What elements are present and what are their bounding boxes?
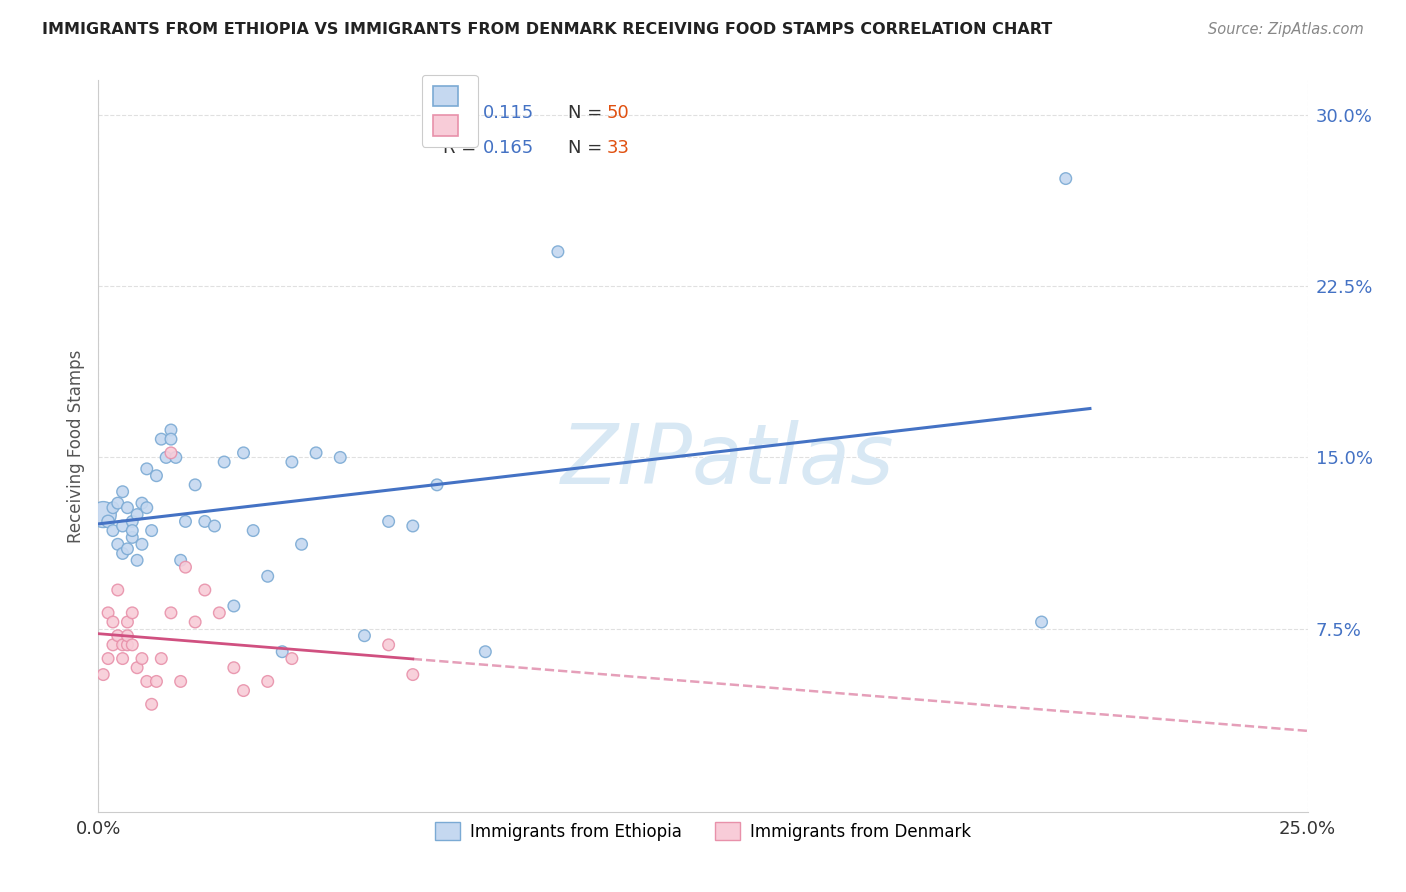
Point: [377, 515, 399, 529]
Point: [101, 638, 124, 652]
Point: [256, 569, 278, 583]
Text: Source: ZipAtlas.com: Source: ZipAtlas.com: [1208, 22, 1364, 37]
Point: [402, 519, 425, 533]
Point: [121, 515, 143, 529]
Point: [222, 599, 245, 613]
Point: [402, 667, 425, 681]
Point: [155, 450, 177, 465]
Point: [117, 615, 139, 629]
Point: [111, 546, 134, 560]
Point: [97, 651, 120, 665]
Point: [127, 553, 149, 567]
Point: [97, 515, 120, 529]
Point: [117, 500, 139, 515]
Point: [222, 661, 245, 675]
Point: [174, 515, 197, 529]
Point: [194, 515, 217, 529]
Point: [281, 651, 304, 665]
Point: [131, 537, 153, 551]
Point: [160, 606, 183, 620]
Point: [204, 519, 226, 533]
Point: [212, 455, 235, 469]
Point: [242, 524, 264, 538]
Text: 50: 50: [606, 104, 628, 122]
Point: [107, 496, 129, 510]
Point: [377, 638, 399, 652]
Point: [281, 455, 304, 469]
Point: [150, 432, 173, 446]
Point: [121, 606, 143, 620]
Point: [232, 446, 254, 460]
Point: [135, 462, 157, 476]
Point: [127, 661, 149, 675]
Point: [208, 606, 231, 620]
Point: [474, 645, 496, 659]
Point: [184, 615, 207, 629]
Point: [150, 651, 173, 665]
Point: [91, 508, 114, 522]
Point: [97, 606, 120, 620]
Point: [353, 629, 375, 643]
Point: [107, 582, 129, 597]
Text: 0.115: 0.115: [482, 104, 534, 122]
Point: [135, 674, 157, 689]
Point: [127, 508, 149, 522]
Point: [107, 629, 129, 643]
Y-axis label: Receiving Food Stamps: Receiving Food Stamps: [66, 350, 84, 542]
Point: [91, 667, 114, 681]
Legend: Immigrants from Ethiopia, Immigrants from Denmark: Immigrants from Ethiopia, Immigrants fro…: [429, 816, 977, 847]
Point: [329, 450, 352, 465]
Text: ZIPatlas: ZIPatlas: [561, 420, 894, 501]
Point: [111, 484, 134, 499]
Point: [1054, 171, 1077, 186]
Point: [141, 524, 163, 538]
Text: 0.165: 0.165: [482, 138, 534, 157]
Point: [121, 530, 143, 544]
Point: [160, 423, 183, 437]
Point: [101, 615, 124, 629]
Point: [131, 496, 153, 510]
Point: [117, 541, 139, 556]
Point: [256, 674, 278, 689]
Point: [174, 560, 197, 574]
Point: [145, 468, 167, 483]
Point: [141, 698, 163, 712]
Point: [117, 629, 139, 643]
Text: 33: 33: [606, 138, 630, 157]
Point: [184, 478, 207, 492]
Text: IMMIGRANTS FROM ETHIOPIA VS IMMIGRANTS FROM DENMARK RECEIVING FOOD STAMPS CORREL: IMMIGRANTS FROM ETHIOPIA VS IMMIGRANTS F…: [42, 22, 1053, 37]
Point: [271, 645, 294, 659]
Point: [145, 674, 167, 689]
Text: R =: R =: [443, 138, 482, 157]
Point: [547, 244, 569, 259]
Point: [101, 524, 124, 538]
Point: [121, 638, 143, 652]
Point: [290, 537, 312, 551]
Point: [165, 450, 187, 465]
Point: [160, 446, 183, 460]
Point: [117, 638, 139, 652]
Point: [194, 582, 217, 597]
Point: [1031, 615, 1053, 629]
Point: [169, 553, 191, 567]
Point: [169, 674, 191, 689]
Point: [131, 651, 153, 665]
Point: [160, 432, 183, 446]
Text: R =: R =: [443, 104, 482, 122]
Point: [101, 500, 124, 515]
Point: [305, 446, 328, 460]
Point: [111, 651, 134, 665]
Point: [107, 537, 129, 551]
Text: N =: N =: [568, 138, 607, 157]
Point: [121, 524, 143, 538]
Point: [111, 638, 134, 652]
Point: [426, 478, 449, 492]
Point: [232, 683, 254, 698]
Point: [111, 519, 134, 533]
Point: [135, 500, 157, 515]
Text: N =: N =: [568, 104, 607, 122]
